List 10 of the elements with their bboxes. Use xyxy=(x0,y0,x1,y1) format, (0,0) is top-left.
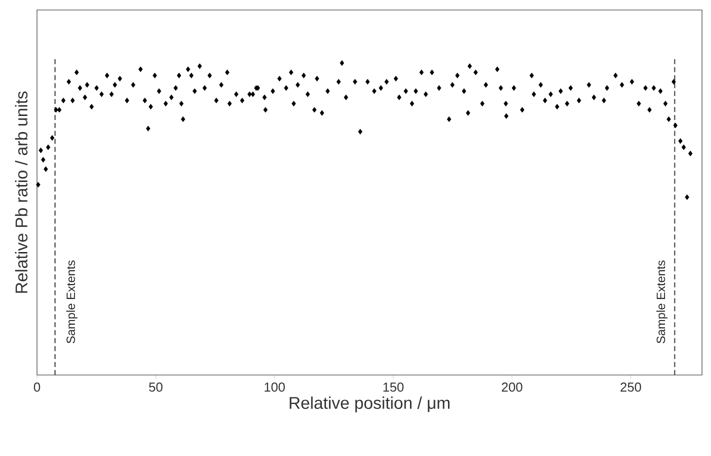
ref-line-label: Sample Extents xyxy=(656,260,668,344)
x-tick-label: 250 xyxy=(620,382,642,392)
ref-line-label: Sample Extents xyxy=(66,260,78,344)
x-tick-label: 150 xyxy=(383,382,404,392)
x-tick-label: 50 xyxy=(149,382,162,392)
y-axis-title: Relative Pb ratio / arb units xyxy=(15,91,28,293)
x-tick-label: 100 xyxy=(264,382,285,392)
x-axis-title: Relative position / μm xyxy=(290,396,450,412)
x-tick-label: 0 xyxy=(34,382,40,392)
x-tick-label: 200 xyxy=(502,382,522,392)
